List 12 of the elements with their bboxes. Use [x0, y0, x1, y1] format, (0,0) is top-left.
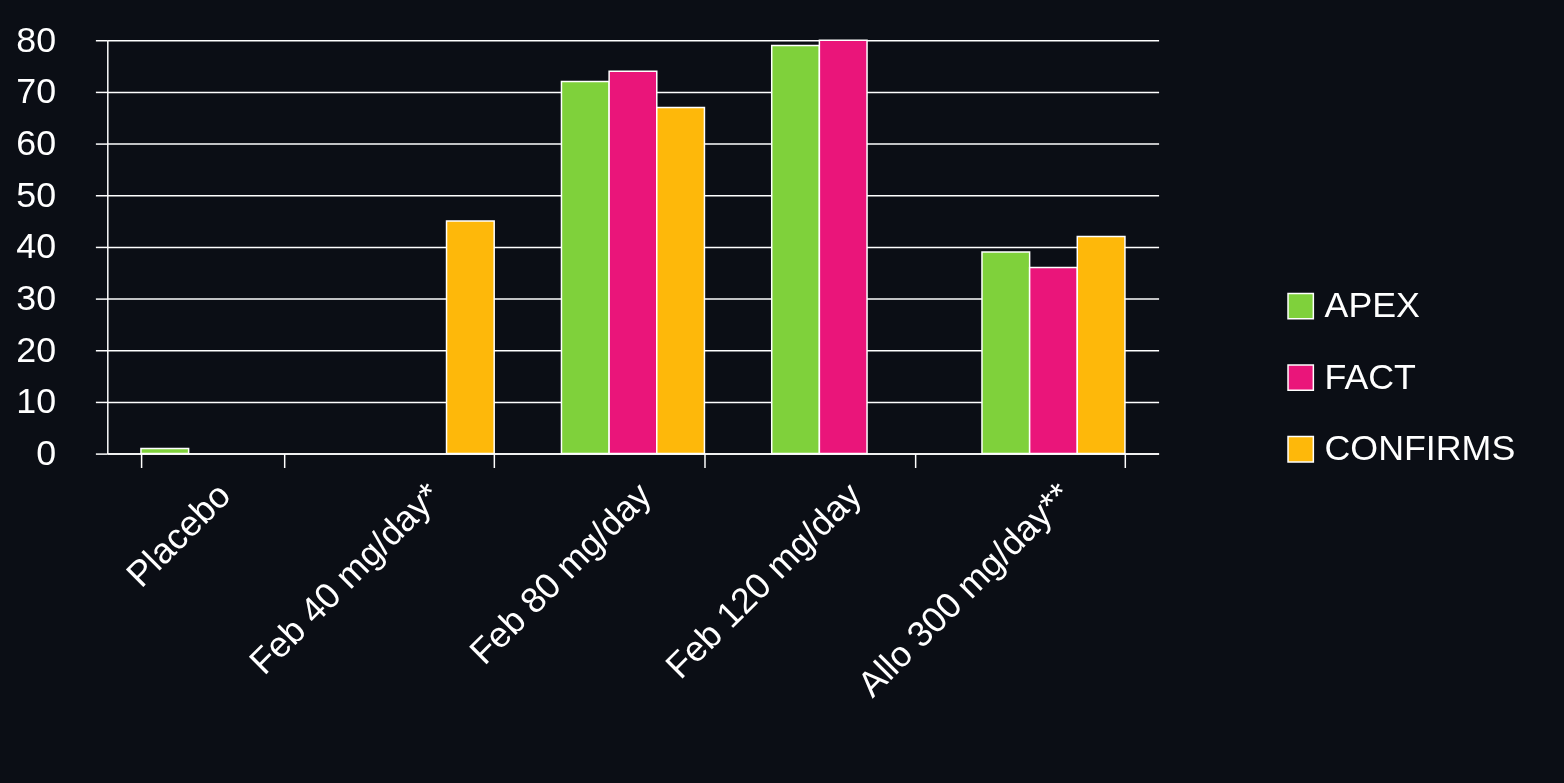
y-tick-label: 50	[16, 174, 57, 215]
y-tick-label: 40	[16, 226, 57, 267]
y-tick-label: 60	[16, 123, 57, 164]
y-tick-label: 20	[16, 329, 57, 370]
y-tick-label: 80	[16, 19, 57, 60]
legend-label: CONFIRMS	[1324, 428, 1516, 469]
legend-label: FACT	[1324, 356, 1417, 397]
y-tick-label: 0	[36, 433, 57, 474]
y-tick-label: 70	[16, 71, 57, 112]
legend-label: APEX	[1324, 285, 1421, 326]
y-tick-label: 10	[16, 381, 57, 422]
y-tick-label: 30	[16, 278, 57, 319]
